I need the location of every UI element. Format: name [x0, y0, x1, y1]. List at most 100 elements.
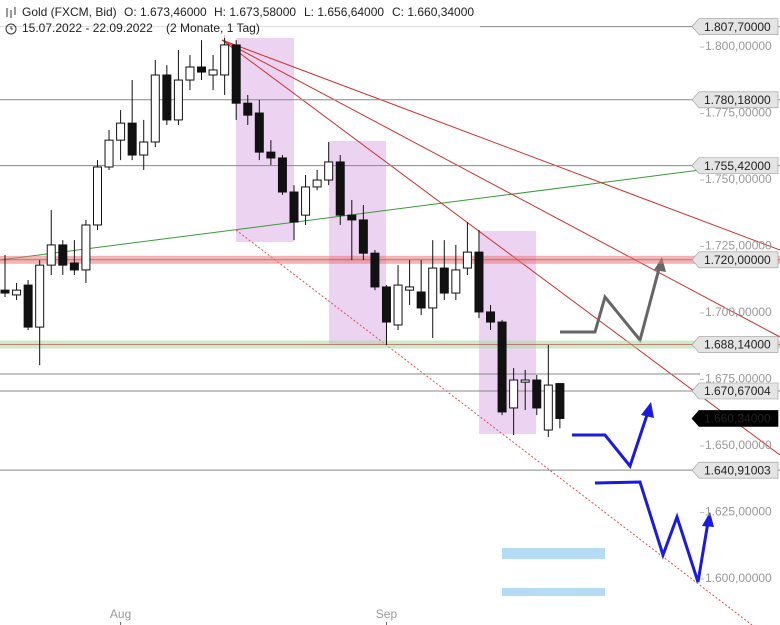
- candle-body: [486, 311, 496, 323]
- scenario-arrow: [594, 480, 710, 583]
- drawings: [0, 38, 780, 625]
- header-icon: [5, 7, 17, 35]
- candle-body: [46, 244, 56, 266]
- trend-line: [221, 39, 780, 456]
- candle-body: [312, 179, 322, 188]
- candle-body: [277, 157, 287, 193]
- candle-body: [220, 44, 230, 76]
- candle-body: [231, 44, 241, 104]
- arrowhead: [641, 402, 654, 418]
- candle-body: [0, 289, 10, 294]
- candle-body: [58, 244, 68, 266]
- candle-body: [439, 267, 449, 294]
- candle-body: [289, 191, 299, 223]
- level-label: 1.807,70000: [704, 20, 771, 34]
- candle-body: [173, 79, 183, 121]
- y-tick-label: 1.750,00000: [705, 172, 772, 186]
- candle-body: [127, 122, 137, 156]
- candle-body: [532, 379, 542, 409]
- candle-body: [12, 289, 22, 296]
- candle-body: [254, 112, 264, 153]
- candle-body: [370, 252, 380, 288]
- candle-body: [381, 286, 391, 323]
- candle-body: [428, 267, 438, 309]
- ohlc-close: C: 1.660,34000: [392, 5, 474, 19]
- period: (2 Monate, 1 Tag): [166, 21, 260, 35]
- candle-body: [266, 151, 276, 159]
- candle-body: [509, 379, 519, 409]
- candle-body: [358, 219, 368, 254]
- level-label-bg: [691, 91, 779, 109]
- candle-body: [393, 284, 403, 326]
- title: Gold (FXCM, Bid): [22, 5, 117, 19]
- candle-body: [451, 269, 461, 294]
- level-label-bg: [691, 336, 779, 353]
- level-label: 1.688,14000: [704, 338, 771, 352]
- highlight-box: [479, 231, 536, 434]
- candle-body: [150, 74, 160, 143]
- candle-body: [139, 141, 149, 156]
- candle-body: [555, 383, 565, 419]
- candle-body: [324, 161, 334, 181]
- levels: [0, 26, 780, 471]
- candle-body: [243, 102, 253, 116]
- ohlc-high: H: 1.673,58000: [214, 5, 296, 19]
- candle-body: [462, 251, 472, 269]
- candle-body: [162, 74, 172, 121]
- scenario-arrow: [572, 411, 650, 470]
- trend-line: [221, 39, 780, 251]
- level-label-bg: [691, 251, 779, 269]
- level-label-bg: [691, 382, 779, 400]
- target-box: [502, 548, 605, 559]
- date-range: 15.07.2022 - 22.09.2022: [22, 21, 153, 35]
- candle-body: [69, 262, 79, 271]
- level-label-bg: [691, 18, 779, 35]
- x-tick-label: Aug: [110, 607, 131, 621]
- candle-body: [208, 69, 218, 76]
- y-tick-label: 1.600,00000: [705, 571, 772, 585]
- highlight-box: [236, 38, 294, 242]
- level-label: 1.660,34000: [704, 412, 771, 426]
- candles: [0, 35, 565, 437]
- x-tick-label: Sep: [376, 607, 398, 621]
- arrowhead: [702, 512, 714, 527]
- candle-body: [92, 166, 102, 226]
- level-label: 1.640,91003: [704, 463, 771, 477]
- ohlc-low: L: 1.656,64000: [304, 5, 384, 19]
- y-tick-label: 1.625,00000: [705, 505, 772, 519]
- candle-body: [301, 186, 311, 216]
- target-box: [502, 588, 605, 596]
- candle-body: [197, 66, 207, 73]
- candle-body: [116, 122, 126, 141]
- trend-line: [235, 229, 753, 625]
- level-label: 1.720,00000: [704, 253, 771, 267]
- y-tick-label: 1.725,00000: [705, 239, 772, 253]
- y-tick-label: 1.775,00000: [705, 106, 772, 120]
- candle-body: [416, 291, 426, 309]
- header-bg: [0, 0, 480, 38]
- labels: 1.600,00000 1.625,00000 1.650,00000 1.675,0…: [110, 18, 779, 625]
- candle-body: [185, 66, 195, 81]
- candle-body: [474, 251, 484, 313]
- level-label: 1.780,18000: [704, 93, 771, 107]
- level-label-bg: [691, 410, 779, 427]
- level-label: 1.755,42000: [704, 159, 771, 173]
- candle-body: [104, 139, 114, 168]
- level-label-bg: [691, 461, 779, 479]
- level-label: 1.670,67004: [704, 384, 771, 398]
- y-tick-label: 1.650,00000: [705, 438, 772, 452]
- candle-body: [35, 264, 45, 328]
- y-tick-label: 1.675,00000: [705, 372, 772, 386]
- candle-body: [23, 284, 33, 328]
- candle-body: [405, 286, 415, 291]
- y-tick-label: 1.700,00000: [705, 305, 772, 319]
- candle-body: [520, 379, 530, 383]
- trend-line: [221, 39, 780, 338]
- candle-body: [81, 224, 91, 271]
- y-tick-label: 1.800,00000: [705, 39, 772, 53]
- candle-body: [335, 161, 345, 216]
- candle-body: [347, 214, 357, 221]
- candle-body: [497, 321, 507, 413]
- level-label-bg: [691, 157, 779, 174]
